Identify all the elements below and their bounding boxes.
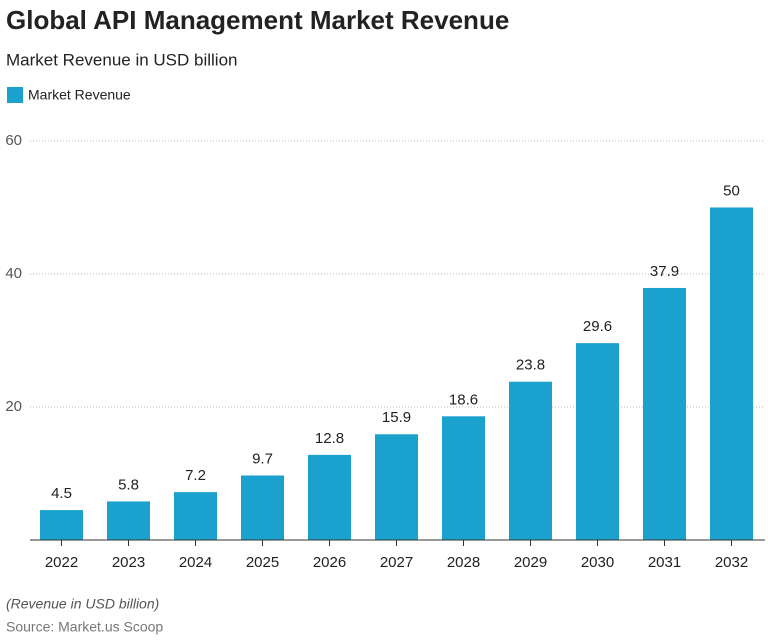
value-label: 15.9 bbox=[382, 409, 411, 426]
x-tick-label: 2028 bbox=[447, 554, 480, 571]
value-label: 23.8 bbox=[516, 357, 545, 374]
chart-subtitle: Market Revenue in USD billion bbox=[6, 50, 238, 69]
note: (Revenue in USD billion) bbox=[6, 596, 159, 612]
bar bbox=[241, 475, 284, 540]
y-tick-label: 60 bbox=[5, 132, 22, 149]
x-tick-label: 2025 bbox=[246, 554, 279, 571]
chart-title: Global API Management Market Revenue bbox=[6, 5, 509, 35]
bar bbox=[375, 434, 418, 540]
y-tick-label: 20 bbox=[5, 398, 22, 415]
bar bbox=[710, 207, 753, 540]
value-label: 18.6 bbox=[449, 391, 478, 408]
x-tick-label: 2029 bbox=[514, 554, 547, 571]
bar bbox=[442, 416, 485, 540]
bar bbox=[576, 343, 619, 540]
x-tick-label: 2032 bbox=[715, 554, 748, 571]
value-label: 12.8 bbox=[315, 430, 344, 447]
value-label: 29.6 bbox=[583, 318, 612, 335]
value-label: 37.9 bbox=[650, 263, 679, 280]
bar bbox=[107, 501, 150, 540]
bar bbox=[40, 510, 83, 540]
x-tick-label: 2024 bbox=[179, 554, 212, 571]
source: Source: Market.us Scoop bbox=[6, 619, 163, 635]
x-tick-label: 2023 bbox=[112, 554, 145, 571]
value-label: 9.7 bbox=[252, 450, 273, 467]
x-tick-label: 2027 bbox=[380, 554, 413, 571]
bar bbox=[509, 381, 552, 540]
y-tick-label: 40 bbox=[5, 265, 22, 282]
value-label: 7.2 bbox=[185, 467, 206, 484]
legend-label: Market Revenue bbox=[28, 87, 131, 103]
x-tick-label: 2031 bbox=[648, 554, 681, 571]
bar bbox=[308, 454, 351, 540]
x-tick-label: 2022 bbox=[45, 554, 78, 571]
x-tick-label: 2030 bbox=[581, 554, 614, 571]
legend-swatch bbox=[7, 87, 23, 103]
value-label: 50 bbox=[723, 182, 740, 199]
bar bbox=[174, 492, 217, 540]
value-label: 5.8 bbox=[118, 476, 139, 493]
value-label: 4.5 bbox=[51, 485, 72, 502]
x-tick-label: 2026 bbox=[313, 554, 346, 571]
bar bbox=[643, 287, 686, 540]
